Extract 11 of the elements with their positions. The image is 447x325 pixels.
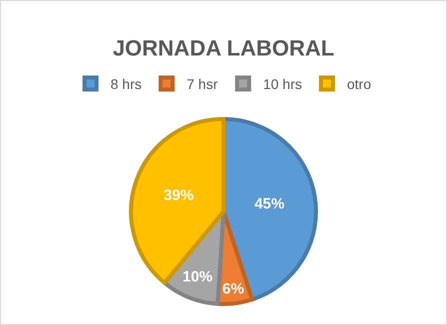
legend-label: otro bbox=[347, 76, 372, 92]
legend-label: 7 hsr bbox=[186, 76, 218, 92]
pie-slice bbox=[222, 117, 318, 302]
data-label: 6% bbox=[222, 280, 244, 298]
legend-label: 10 hrs bbox=[263, 76, 302, 92]
data-label: 10% bbox=[182, 268, 213, 286]
chart-title: JORNADA LABORAL bbox=[112, 36, 334, 61]
pie-slice bbox=[129, 117, 226, 285]
data-label: 39% bbox=[164, 186, 194, 204]
data-label: 45% bbox=[254, 196, 284, 213]
legend-label: 8 hrs bbox=[110, 76, 142, 92]
